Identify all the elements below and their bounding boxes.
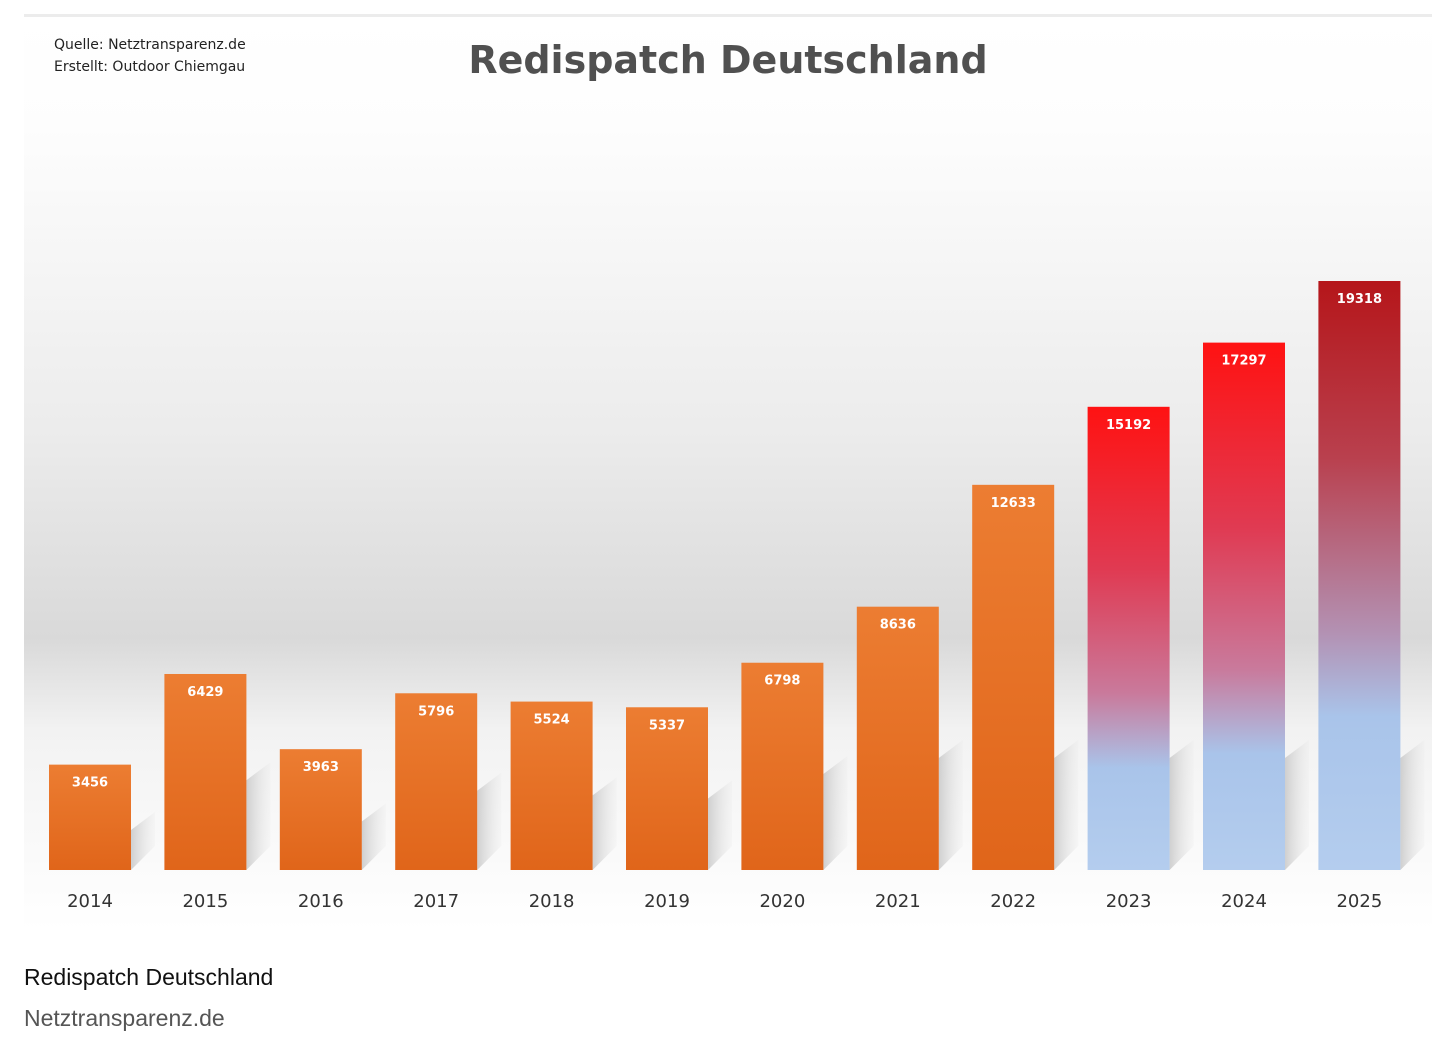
bar-shadow-2021 (938, 740, 963, 870)
chart-title: Redispatch Deutschland (468, 38, 987, 82)
bar-2014 (49, 764, 131, 870)
x-tick-label-2019: 2019 (644, 891, 690, 912)
x-tick-label-2021: 2021 (875, 891, 921, 912)
bar-value-label-2020: 6798 (764, 674, 800, 689)
bar-2019 (626, 707, 708, 870)
x-tick-label-2015: 2015 (182, 891, 228, 912)
bar-shadow-2025 (1400, 740, 1425, 870)
source-line-2: Erstellt: Outdoor Chiemgau (54, 59, 245, 75)
bar-shadow-2018 (592, 777, 617, 870)
x-tick-label-2016: 2016 (298, 891, 344, 912)
bar-shadows (131, 740, 1425, 870)
bar-2016 (279, 749, 362, 870)
bar-value-label-2023: 15192 (1106, 418, 1151, 433)
bar-shadow-2022 (1054, 740, 1079, 870)
bar-value-label-2025: 19318 (1337, 292, 1382, 307)
x-tick-label-2022: 2022 (990, 891, 1036, 912)
x-tick-label-2020: 2020 (759, 891, 805, 912)
x-tick-label-2024: 2024 (1221, 891, 1267, 912)
caption-source: Netztransparenz.de (24, 1005, 225, 1031)
bar-2017 (395, 693, 478, 870)
bar-shadow-2023 (1169, 740, 1194, 870)
bar-shadow-2017 (477, 772, 502, 870)
bar-2020 (741, 662, 824, 870)
x-tick-label-2023: 2023 (1106, 891, 1152, 912)
source-line-1: Quelle: Netztransparenz.de (54, 37, 246, 53)
chart-svg: Quelle: Netztransparenz.de Erstellt: Out… (24, 18, 1432, 930)
bar-shadow-2019 (708, 780, 732, 870)
bar-2024 (1203, 342, 1285, 870)
top-divider (24, 14, 1432, 17)
bar-2018 (510, 701, 593, 870)
bar-value-label-2024: 17297 (1221, 354, 1266, 369)
bar-shadow-2020 (823, 756, 848, 870)
bar-shadow-2014 (131, 812, 155, 870)
bar-value-label-2022: 12633 (991, 496, 1036, 511)
bar-value-label-2021: 8636 (880, 618, 916, 633)
bar-value-label-2019: 5337 (649, 718, 685, 733)
bar-labels: 3456 6429 3963 5796 5524 5337 6798 8636 12633 151… (72, 292, 1382, 791)
bar-value-label-2015: 6429 (187, 685, 223, 700)
x-tick-label-2017: 2017 (413, 891, 459, 912)
x-axis-ticks: 2014 2015 2016 2017 2018 2019 2020 2021 2022 2023… (67, 891, 1382, 912)
bar-shadow-2024 (1285, 740, 1309, 870)
bar-value-label-2016: 3963 (303, 760, 339, 775)
caption-title: Redispatch Deutschland (24, 964, 274, 990)
bar-shadow-2015 (246, 762, 271, 870)
bar-shadow-2016 (361, 803, 386, 870)
bars (49, 281, 1401, 870)
bar-2025 (1318, 281, 1401, 870)
x-tick-label-2025: 2025 (1336, 891, 1382, 912)
bar-2023 (1087, 406, 1170, 870)
bar-2015 (164, 673, 247, 870)
bar-2022 (972, 484, 1055, 870)
x-tick-label-2014: 2014 (67, 891, 113, 912)
bar-value-label-2014: 3456 (72, 776, 108, 791)
bar-value-label-2018: 5524 (534, 713, 570, 728)
bar-value-label-2017: 5796 (418, 704, 454, 719)
x-tick-label-2018: 2018 (529, 891, 575, 912)
chart-image: Quelle: Netztransparenz.de Erstellt: Out… (24, 18, 1432, 930)
bar-2021 (856, 606, 939, 870)
